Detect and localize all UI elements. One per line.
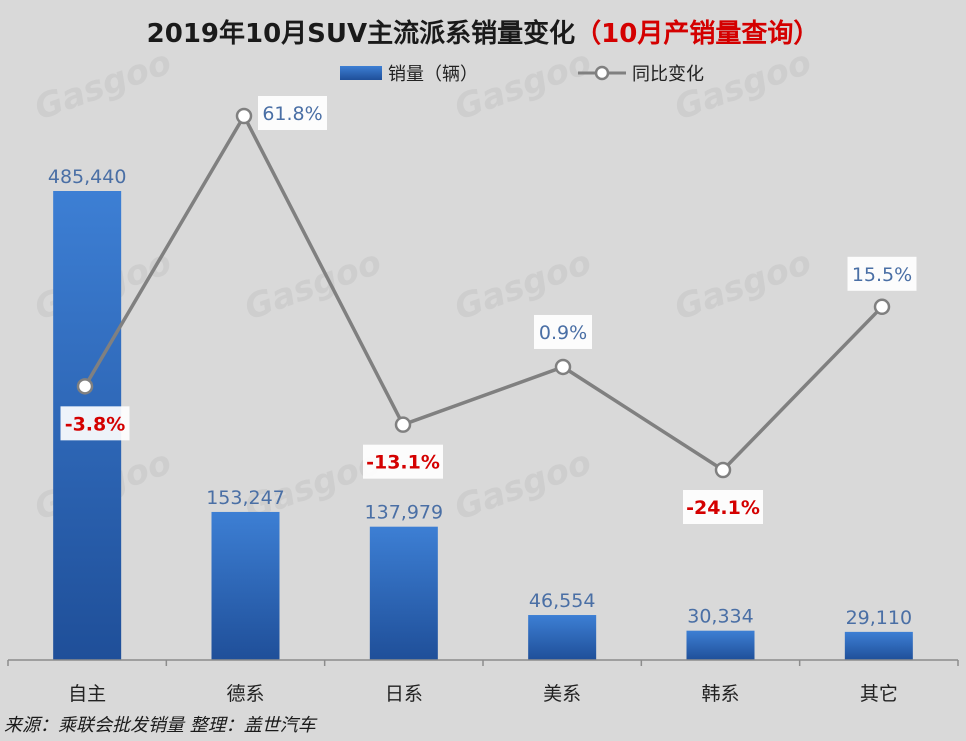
chart-title: 2019年10月SUV主流派系销量变化（10月产销量查询） [147, 18, 820, 49]
yoy-label-box [847, 256, 917, 291]
watermark-text: Gasgoo [29, 42, 176, 128]
category-label: 德系 [226, 683, 264, 705]
yoy-label-box [683, 490, 763, 524]
watermark-text: Gasgoo [449, 42, 596, 128]
watermark-text: Gasgoo [669, 242, 816, 328]
yoy-value-label: 61.8% [262, 103, 322, 125]
bar-value-label: 30,334 [687, 606, 753, 628]
watermark-text: Gasgoo [669, 42, 816, 128]
source-note: 来源：乘联会批发销量 整理：盖世汽车 [4, 715, 318, 736]
watermark-logo: Gasgoo [449, 42, 596, 128]
legend-line-marker [594, 65, 610, 81]
yoy-label-box [60, 406, 130, 441]
category-label: 韩系 [701, 683, 739, 705]
bar-value-label: 485,440 [48, 166, 127, 188]
legend: 销量（辆） 同比变化 [340, 64, 704, 85]
x-axis: 自主 德系 日系 美系 韩系 其它 [7, 659, 959, 705]
watermark-logo: Gasgoo [669, 242, 816, 328]
bar-2 [369, 526, 438, 660]
category-label: 自主 [68, 683, 106, 705]
watermark-logo: Gasgoo [449, 442, 596, 528]
yoy-point-3 [554, 358, 572, 376]
yoy-value-label: 15.5% [852, 264, 912, 286]
yoy-point-0 [76, 378, 94, 395]
bar-5 [844, 631, 913, 660]
bar-3 [528, 615, 597, 660]
yoy-point-5 [873, 298, 891, 316]
bar-value-label: 46,554 [529, 590, 595, 612]
yoy-point-2 [394, 416, 412, 433]
category-label: 美系 [543, 683, 581, 705]
yoy-value-label: -13.1% [366, 452, 440, 474]
yoy-label-box [258, 96, 327, 130]
bar-value-label: 137,979 [365, 502, 444, 524]
watermark-logo: Gasgoo [669, 42, 816, 128]
yoy-value-label: 0.9% [539, 322, 587, 344]
watermark-logo: Gasgoo [29, 42, 176, 128]
chart-title-main: 2019年10月SUV主流派系销量变化 [147, 18, 576, 49]
yoy-label-box [534, 314, 592, 349]
yoy-line [83, 112, 884, 473]
bar-1 [211, 511, 280, 660]
yoy-value-label: -3.8% [65, 413, 126, 435]
yoy-point-4 [714, 461, 732, 479]
legend-line-label: 同比变化 [632, 64, 704, 85]
legend-bar-label: 销量（辆） [388, 64, 478, 85]
legend-bar-swatch [340, 66, 382, 80]
bar-value-label: 153,247 [206, 487, 285, 509]
category-label: 日系 [385, 683, 423, 705]
yoy-point-1 [235, 107, 253, 125]
watermark-text: Gasgoo [239, 242, 386, 328]
line-layer [76, 107, 891, 479]
watermark-text: Gasgoo [449, 442, 596, 528]
yoy-label-box [363, 444, 443, 479]
bar-value-label: 29,110 [846, 607, 912, 629]
yoy-value-label: -24.1% [686, 497, 760, 519]
category-label: 其它 [860, 683, 898, 705]
labels-layer: 485,440 153,247 137,979 46,554 30,334 29,110 -… [48, 96, 917, 629]
bar-4 [686, 630, 755, 660]
watermark-logo: Gasgoo [239, 242, 386, 328]
chart-title-highlight: （10月产销量查询） [575, 19, 819, 49]
